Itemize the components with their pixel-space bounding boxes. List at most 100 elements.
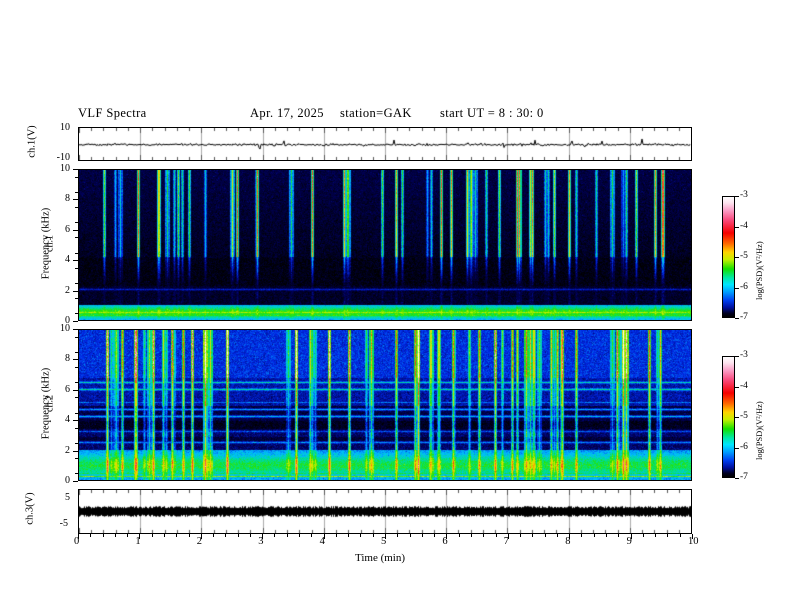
ytick-minor [75, 176, 78, 178]
xtick-minor [397, 534, 399, 537]
xtick-label: 6 [442, 536, 448, 547]
colorbar-tick-mark [735, 287, 739, 289]
ch3-waveform-panel [78, 489, 692, 534]
xtick-minor [151, 534, 153, 537]
xtick-minor [102, 534, 104, 537]
colorbar-tick-mark [735, 196, 739, 197]
colorbar-tick-label: -6 [740, 441, 748, 452]
ytick-label: 10 [60, 323, 70, 334]
xtick-minor [127, 534, 129, 537]
ytick-label: 10 [60, 163, 70, 174]
header-date: Apr. 17, 2025 [250, 106, 324, 120]
xtick-minor [409, 534, 411, 537]
ytick-mark [73, 229, 78, 231]
ytick-label: 2 [65, 444, 70, 456]
ch1-spectrogram-panel [78, 169, 692, 321]
colorbar-tick-label: -5 [740, 251, 748, 261]
xtick-mark [507, 534, 509, 539]
ch2-spec-axis-title: Frequency (kHz) [40, 367, 52, 440]
xtick-mark [139, 534, 141, 539]
ytick-mark [73, 420, 78, 422]
ytick-minor [75, 473, 78, 475]
xtick-minor [213, 534, 215, 537]
ch3-ytick-neg5: -5 [59, 518, 68, 529]
xtick-minor [360, 534, 362, 537]
ch1-spec-axis-title: Frequency (kHz) [40, 207, 52, 280]
xtick-label: 7 [503, 536, 510, 547]
xtick-minor [667, 534, 669, 537]
header: VLF Spectra Apr. 17, 2025 station=GAK st… [0, 106, 792, 122]
colorbar-tick-label: -6 [740, 281, 748, 292]
ytick-minor [75, 222, 78, 224]
ch2-spectrogram-panel [78, 329, 692, 481]
ytick-minor [75, 351, 78, 353]
ytick-minor [75, 427, 78, 429]
xtick-minor [249, 534, 251, 537]
colorbar-tick-mark [735, 226, 739, 228]
ytick-mark [73, 290, 78, 292]
xtick-mark [262, 534, 264, 539]
ytick-label: 8 [65, 353, 70, 365]
ytick-label: 6 [65, 383, 70, 395]
colorbar-tick-label: -4 [740, 380, 748, 391]
ytick-minor [75, 191, 78, 193]
ytick-minor [75, 298, 78, 300]
xtick-minor [90, 534, 92, 537]
xtick-mark [78, 534, 79, 539]
xtick-mark [200, 534, 202, 539]
colorbar-tick-label: -7 [740, 472, 748, 482]
xtick-label: 1 [135, 536, 141, 547]
ytick-minor [75, 336, 78, 338]
xtick-minor [618, 534, 620, 537]
colorbar-tick-label: -3 [740, 190, 748, 200]
xtick-minor [483, 534, 485, 537]
ch3-axis-title: ch.3(V) [24, 492, 36, 525]
colorbar-tick-mark [735, 356, 739, 357]
colorbar-tick-label: -3 [740, 350, 748, 360]
xtick-mark [323, 534, 325, 539]
xtick-label: 10 [688, 536, 699, 547]
xtick-minor [163, 534, 165, 537]
xtick-label: 2 [196, 536, 203, 547]
xtick-minor [274, 534, 276, 537]
ch1-waveform-panel [78, 127, 692, 161]
ytick-minor [75, 367, 78, 368]
xtick-minor [520, 534, 522, 537]
ytick-label: 0 [65, 475, 70, 486]
ytick-minor [75, 397, 78, 399]
xtick-minor [225, 534, 227, 537]
xtick-minor [335, 534, 337, 537]
xtick-label: 0 [74, 536, 80, 547]
ytick-minor [75, 458, 78, 460]
xtick-minor [679, 534, 681, 537]
xtick-minor [593, 534, 595, 537]
colorbar-tick-mark [735, 417, 739, 418]
xtick-minor [470, 534, 472, 537]
xtick-label: 9 [626, 536, 632, 547]
ytick-minor [75, 382, 78, 384]
xtick-mark [569, 534, 571, 539]
xtick-minor [286, 534, 288, 537]
ytick-mark [73, 199, 78, 201]
xtick-minor [642, 534, 644, 537]
colorbar-tick-label: -7 [740, 312, 748, 322]
ytick-minor [75, 443, 78, 444]
ytick-mark [73, 481, 78, 482]
colorbar-tick-label: -4 [740, 220, 748, 231]
ytick-label: 4 [65, 414, 70, 426]
xtick-minor [458, 534, 460, 537]
ytick-minor [75, 283, 78, 284]
colorbar-ch2 [722, 356, 735, 478]
ytick-minor [75, 252, 78, 254]
ytick-mark [73, 389, 78, 391]
ytick-label: 4 [65, 254, 70, 266]
ytick-minor [75, 267, 78, 269]
colorbar-tick-label: -5 [740, 411, 748, 421]
xtick-minor [655, 534, 657, 537]
ytick-label: 8 [65, 193, 70, 205]
xtick-minor [237, 534, 239, 537]
colorbar-ch1-title: log(PSD)(V²/Hz) [754, 241, 764, 300]
ytick-minor [75, 237, 78, 239]
xtick-minor [434, 534, 436, 537]
ytick-mark [73, 321, 78, 322]
